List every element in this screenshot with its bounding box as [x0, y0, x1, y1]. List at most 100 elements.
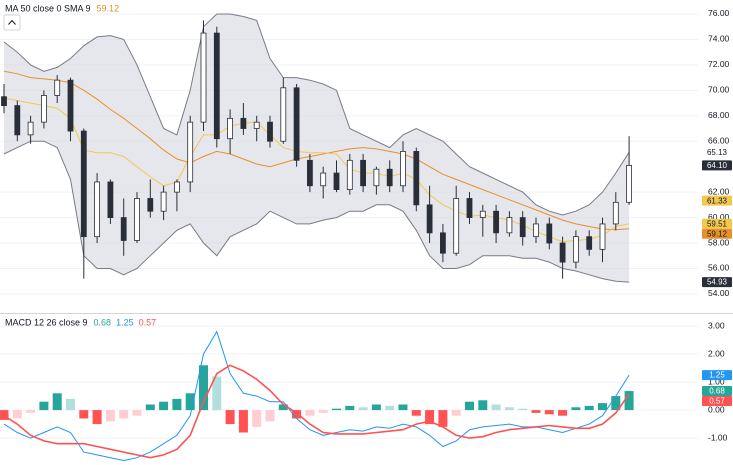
histogram-bar	[119, 410, 129, 419]
candle-body	[107, 181, 114, 218]
collapse-button[interactable]	[3, 14, 21, 31]
histogram-bar	[212, 376, 222, 411]
histogram-bar	[66, 398, 75, 411]
price-badge	[702, 195, 732, 206]
candle-body	[160, 191, 167, 212]
histogram-bar	[172, 398, 182, 411]
candle-body	[1, 96, 7, 107]
histogram-bar	[398, 404, 408, 411]
candle-body	[227, 117, 234, 140]
histogram-bar	[558, 410, 568, 416]
candle-body	[320, 172, 327, 187]
histogram-bar	[518, 408, 528, 411]
moving-average	[3, 70, 630, 231]
indicator-title: MA 50 close 0 SMA 9	[5, 3, 91, 13]
candle-body	[626, 165, 632, 203]
band-fill	[4, 13, 630, 283]
price-badge	[702, 160, 732, 171]
price-badge-label: 64.10	[707, 161, 728, 170]
histogram-bar	[252, 410, 262, 427]
histogram-bar	[385, 405, 395, 411]
candle-body	[533, 223, 539, 238]
indicator-value: 59.12	[97, 3, 120, 13]
y-tick-label: 54.00	[708, 288, 730, 298]
histogram-bar	[12, 410, 22, 419]
histogram-bar	[624, 391, 634, 411]
candle-body	[519, 217, 526, 238]
candle-body	[386, 168, 393, 187]
candle-body	[240, 117, 247, 129]
macd-line	[3, 330, 630, 462]
band-upper	[3, 13, 630, 216]
histogram-bar	[451, 410, 461, 416]
indicator-value: 0.57	[139, 317, 157, 327]
histogram-bar	[411, 410, 421, 416]
candle-body	[360, 159, 367, 187]
y-tick-label: 66.00	[708, 135, 730, 145]
histogram-bar	[26, 410, 36, 413]
histogram-bar	[531, 410, 541, 413]
candle-body	[466, 198, 473, 218]
y-tick-label: 72.00	[708, 59, 730, 69]
price-badge	[702, 228, 732, 239]
price-badge	[702, 370, 732, 381]
candle-body	[187, 121, 194, 183]
histogram-bar	[478, 400, 488, 411]
histogram-bar	[598, 403, 607, 411]
y-tick-label: 2.00	[708, 348, 725, 358]
candle-body	[120, 217, 127, 241]
band-lower	[3, 140, 630, 283]
histogram-bar	[159, 401, 169, 411]
candle-body	[14, 105, 21, 136]
histogram-bar	[238, 410, 248, 433]
histogram-bar	[278, 404, 288, 411]
price-badge	[702, 396, 732, 407]
y-tick-label: 74.00	[708, 34, 730, 44]
candle-body	[373, 168, 380, 187]
candle-body	[493, 210, 500, 234]
histogram-bar	[52, 393, 62, 411]
candle-body	[147, 198, 154, 212]
price-badge-label: 65.13	[707, 148, 728, 157]
y-tick-label: -1.00	[708, 432, 728, 442]
candle-body	[599, 223, 606, 250]
candle-body	[479, 210, 486, 218]
y-tick-label: 0.00	[708, 404, 725, 414]
y-tick-label: 56.00	[708, 263, 730, 273]
candle-body	[280, 87, 287, 142]
y-tick-label: 3.00	[708, 320, 725, 330]
price-badge	[702, 277, 732, 288]
y-tick-label: 76.00	[708, 8, 730, 18]
candle-body	[267, 121, 273, 142]
histogram-bar	[318, 410, 328, 413]
price-badge-label: 59.12	[707, 229, 728, 238]
candle-body	[413, 151, 420, 206]
histogram-bar	[185, 393, 195, 411]
indicator-value: 0.68	[94, 317, 112, 327]
histogram-bar	[584, 405, 594, 411]
histogram-bar	[199, 365, 208, 411]
candle-body	[67, 79, 74, 132]
candle-body	[94, 181, 100, 238]
histogram-bar	[504, 407, 514, 411]
candle-body	[54, 79, 61, 96]
candle-body	[80, 130, 87, 238]
candle-body	[200, 32, 207, 123]
price-badge	[702, 386, 732, 397]
candle-body	[573, 236, 579, 263]
indicator-title: MACD 12 26 close 9	[5, 317, 88, 327]
candle-body	[453, 198, 460, 254]
y-tick-label: 68.00	[708, 110, 730, 120]
histogram-bar	[225, 410, 235, 425]
price-badge-label: 61.33	[707, 196, 728, 205]
histogram-bar	[491, 404, 501, 411]
candle-body	[27, 121, 34, 136]
candle-body	[213, 32, 220, 140]
price-badge-label: 1.25	[709, 371, 725, 380]
histogram-bar	[105, 410, 115, 422]
histogram-bar	[292, 410, 302, 419]
histogram-bar	[358, 407, 368, 411]
histogram-bar	[132, 410, 142, 416]
candle-body	[346, 159, 353, 190]
